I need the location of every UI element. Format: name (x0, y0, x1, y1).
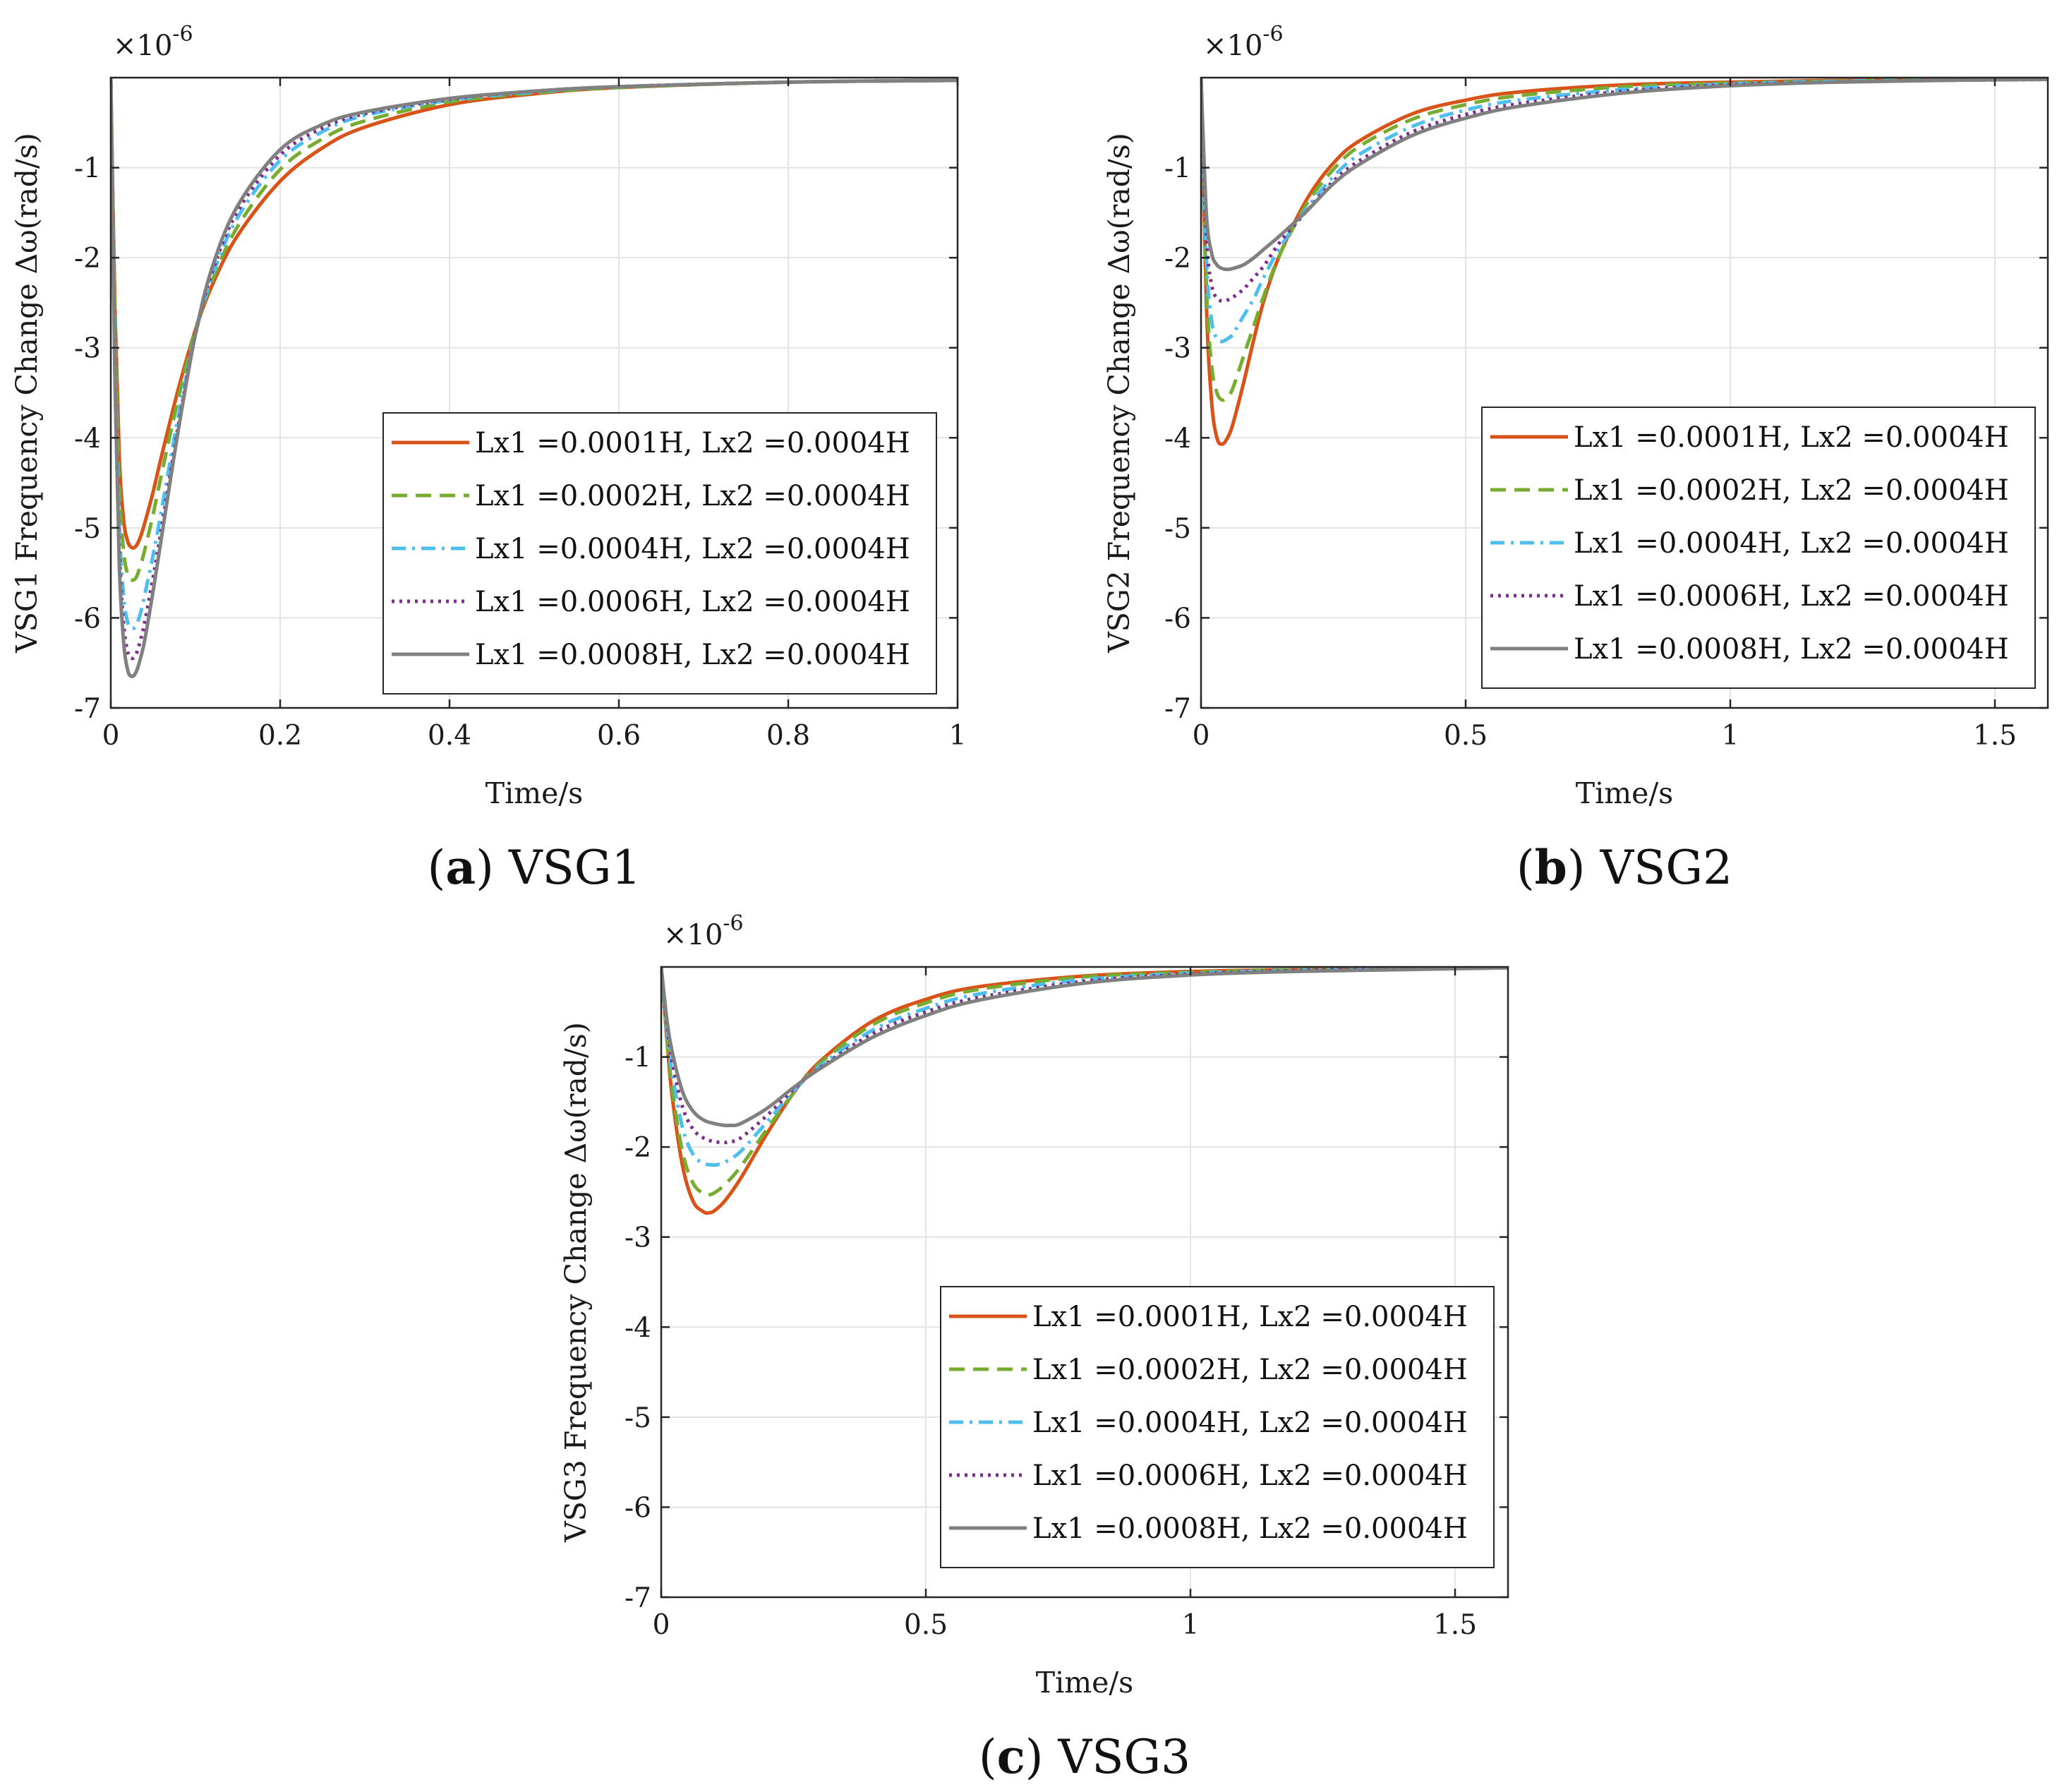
legend-label-2: Lx1 =0.0002H, Lx2 =0.0004H (1032, 1354, 1468, 1386)
y-tick-label: -6 (625, 1492, 651, 1524)
y-axis-label: VSG2 Frequency Change Δω(rad/s) (1102, 133, 1136, 654)
legend-label-4: Lx1 =0.0006H, Lx2 =0.0004H (1574, 580, 2009, 613)
chart-panel-b: 0 0.5 1 1.5 -7 -6 -5 -4 -3 -2 -1 ×10-6 Time/s VSG2 Fr… (1102, 22, 2049, 895)
legend: Lx1 =0.0001H, Lx2 =0.0004H Lx1 =0.0002H, … (1481, 407, 2036, 689)
caption-letter: c (997, 1729, 1025, 1784)
y-tick-label: -4 (74, 423, 101, 455)
axis-exponent-power: -6 (172, 22, 193, 47)
panel-caption: (c) VSG3 (979, 1729, 1190, 1784)
axis-exponent-power: -6 (723, 911, 743, 936)
legend: Lx1 =0.0001H, Lx2 =0.0004H Lx1 =0.0002H, … (940, 1286, 1495, 1568)
caption-paren-open: ( (979, 1730, 997, 1784)
series-group (1201, 78, 2048, 446)
y-tick-label: -4 (625, 1312, 651, 1344)
caption-letter: a (445, 840, 476, 895)
y-axis-label: VSG3 Frequency Change Δω(rad/s) (559, 1022, 593, 1543)
y-tick-label: -3 (1164, 333, 1191, 365)
axis-exponent: ×10-6 (1203, 22, 1284, 62)
chart-panel-c: 0 0.5 1 1.5 -7 -6 -5 -4 -3 -2 -1 ×10-6 Time/s VSG3 Fr… (559, 911, 1509, 1784)
x-tick-label: 1 (1182, 1609, 1200, 1641)
legend-label-2: Lx1 =0.0002H, Lx2 =0.0004H (475, 480, 910, 512)
x-tick-label: 0.2 (258, 720, 302, 752)
axis-exponent: ×10-6 (663, 911, 744, 951)
x-tick-label: 0.4 (428, 720, 471, 752)
caption-paren-close: ) (476, 841, 509, 895)
y-tick-label: -3 (74, 333, 101, 365)
series-line-5 (111, 78, 958, 678)
caption-paren-open: ( (1516, 841, 1535, 895)
x-tick-label: 1 (949, 720, 967, 752)
axes-box (109, 76, 959, 709)
panel-caption: (a) VSG1 (428, 840, 641, 895)
axes-box (660, 966, 1509, 1599)
y-tick-label: -6 (1164, 603, 1191, 635)
y-tick-label: -4 (1164, 423, 1191, 455)
caption-paren-close: ) (1567, 841, 1600, 895)
axis-exponent-power: -6 (1262, 22, 1283, 47)
series-line-5 (661, 967, 1508, 1128)
legend-box (940, 1286, 1495, 1568)
legend-label-5: Lx1 =0.0008H, Lx2 =0.0004H (1032, 1513, 1468, 1545)
x-tick-label: 1.5 (1973, 720, 2017, 752)
x-tick-label: 0.6 (597, 720, 641, 752)
legend-label-3: Lx1 =0.0004H, Lx2 =0.0004H (475, 533, 910, 565)
legend-label-3: Lx1 =0.0004H, Lx2 =0.0004H (1574, 527, 2009, 560)
y-tick-label: -2 (1164, 243, 1191, 275)
legend-label-1: Lx1 =0.0001H, Lx2 =0.0004H (475, 427, 910, 459)
caption-paren-open: ( (428, 841, 446, 895)
legend-label-5: Lx1 =0.0008H, Lx2 =0.0004H (1574, 633, 2009, 666)
y-tick-label: -1 (1164, 153, 1191, 185)
y-tick-label: -2 (74, 243, 101, 275)
y-tick-label: -5 (74, 513, 101, 545)
x-tick-label: 0.8 (766, 720, 810, 752)
caption-paren-close: ) (1025, 1730, 1058, 1784)
legend-label-5: Lx1 =0.0008H, Lx2 =0.0004H (475, 639, 910, 671)
legend-label-2: Lx1 =0.0002H, Lx2 =0.0004H (1574, 474, 2009, 507)
panel-caption: (b) VSG2 (1516, 840, 1732, 895)
legend-box (382, 412, 937, 694)
legend-label-1: Lx1 =0.0001H, Lx2 =0.0004H (1032, 1301, 1468, 1333)
x-tick-label: 1.5 (1433, 1609, 1477, 1641)
y-tick-label: -6 (74, 603, 101, 635)
legend-label-1: Lx1 =0.0001H, Lx2 =0.0004H (1574, 421, 2009, 454)
legend-label-4: Lx1 =0.0006H, Lx2 =0.0004H (1032, 1460, 1468, 1492)
caption-letter: b (1535, 840, 1567, 895)
legend-label-4: Lx1 =0.0006H, Lx2 =0.0004H (475, 586, 910, 618)
series-group (111, 78, 958, 678)
y-tick-label: -7 (74, 693, 101, 725)
y-tick-label: -1 (74, 153, 101, 185)
y-tick-label: -5 (1164, 513, 1191, 545)
axes-box (1200, 76, 2049, 709)
x-axis-label: Time/s (1576, 776, 1673, 810)
x-tick-label: 0 (102, 720, 120, 752)
series-group (661, 967, 1508, 1215)
caption-text: VSG2 (1600, 841, 1733, 895)
y-tick-label: -2 (625, 1132, 651, 1164)
y-axis-label: VSG1 Frequency Change Δω(rad/s) (10, 133, 44, 654)
x-tick-label: 0 (653, 1609, 670, 1641)
y-tick-label: -3 (625, 1222, 651, 1254)
legend-box (1481, 407, 2036, 689)
chart-panel-a: 0 0.2 0.4 0.6 0.8 1 -7 -6 -5 -4 -3 -2 -1 ×10-6 Time/s V… (10, 22, 966, 895)
series-line-2 (661, 967, 1508, 1197)
caption-text: VSG1 (508, 841, 641, 895)
y-tick-label: -1 (625, 1042, 651, 1074)
legend: Lx1 =0.0001H, Lx2 =0.0004H Lx1 =0.0002H, … (382, 412, 937, 694)
y-tick-label: -7 (625, 1582, 651, 1614)
x-tick-label: 0.5 (904, 1609, 948, 1641)
axis-exponent: ×10-6 (113, 22, 193, 62)
y-tick-label: -5 (625, 1402, 651, 1434)
x-tick-label: 0.5 (1444, 720, 1488, 752)
x-tick-label: 0 (1193, 720, 1210, 752)
x-tick-label: 1 (1722, 720, 1739, 752)
series-line-5 (1201, 78, 2048, 272)
y-tick-label: -7 (1164, 693, 1191, 725)
x-axis-label: Time/s (485, 776, 583, 810)
caption-text: VSG3 (1058, 1730, 1191, 1784)
x-axis-label: Time/s (1036, 1666, 1133, 1700)
legend-label-3: Lx1 =0.0004H, Lx2 =0.0004H (1032, 1407, 1468, 1439)
